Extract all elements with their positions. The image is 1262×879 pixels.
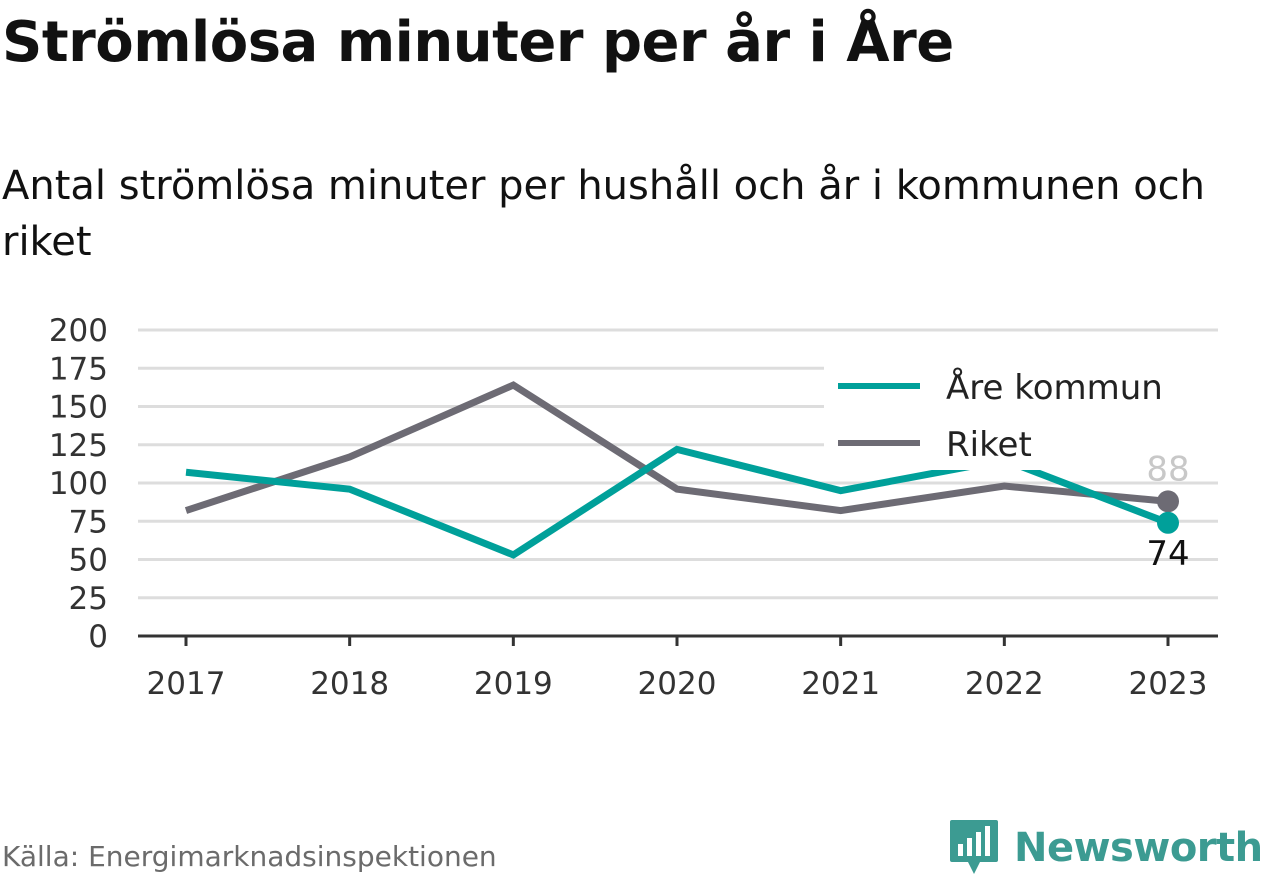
legend-label-riket: Riket	[946, 425, 1032, 465]
y-tick-label: 50	[69, 543, 108, 579]
y-tick-label: 125	[49, 428, 108, 464]
x-tick-label: 2020	[638, 666, 717, 702]
end-marker-are	[1157, 511, 1179, 534]
end-label-are: 74	[1146, 534, 1189, 574]
y-tick-label: 150	[49, 390, 108, 426]
x-tick-label: 2019	[474, 666, 553, 702]
legend-label-are: Åre kommun	[946, 367, 1163, 408]
y-tick-label: 100	[49, 466, 108, 502]
source-note: Källa: Energimarknadsinspektionen	[2, 840, 497, 873]
x-tick-label: 2022	[965, 666, 1044, 702]
x-tick-label: 2017	[147, 666, 226, 702]
legend-background	[824, 362, 1224, 470]
x-tick-label: 2023	[1129, 666, 1208, 702]
y-tick-label: 200	[49, 313, 108, 349]
y-tick-label: 75	[69, 504, 108, 540]
y-tick-label: 175	[49, 351, 108, 387]
series-line-riket	[184, 381, 1169, 515]
end-marker-riket	[1157, 490, 1179, 513]
chart-title: Strömlösa minuter per år i Åre	[2, 10, 954, 75]
newsworthy-logo-icon	[950, 820, 998, 874]
brand-name: Newsworthy	[1014, 825, 1262, 871]
y-tick-label: 25	[69, 581, 108, 617]
end-label-riket: 88	[1146, 449, 1189, 489]
x-tick-label: 2021	[801, 666, 880, 702]
series-markers: 88 74	[1146, 449, 1189, 573]
x-tick-label: 2018	[310, 666, 389, 702]
y-tick-label: 0	[88, 619, 108, 655]
legend: Åre kommun Riket	[824, 362, 1224, 470]
chart-subtitle: Antal strömlösa minuter per hushåll och …	[2, 163, 1206, 265]
newsworthy-logo: Newsworthy	[948, 818, 1262, 878]
x-axis: 2017 2018 2019 2020 2021 2022 2023	[138, 634, 1218, 702]
